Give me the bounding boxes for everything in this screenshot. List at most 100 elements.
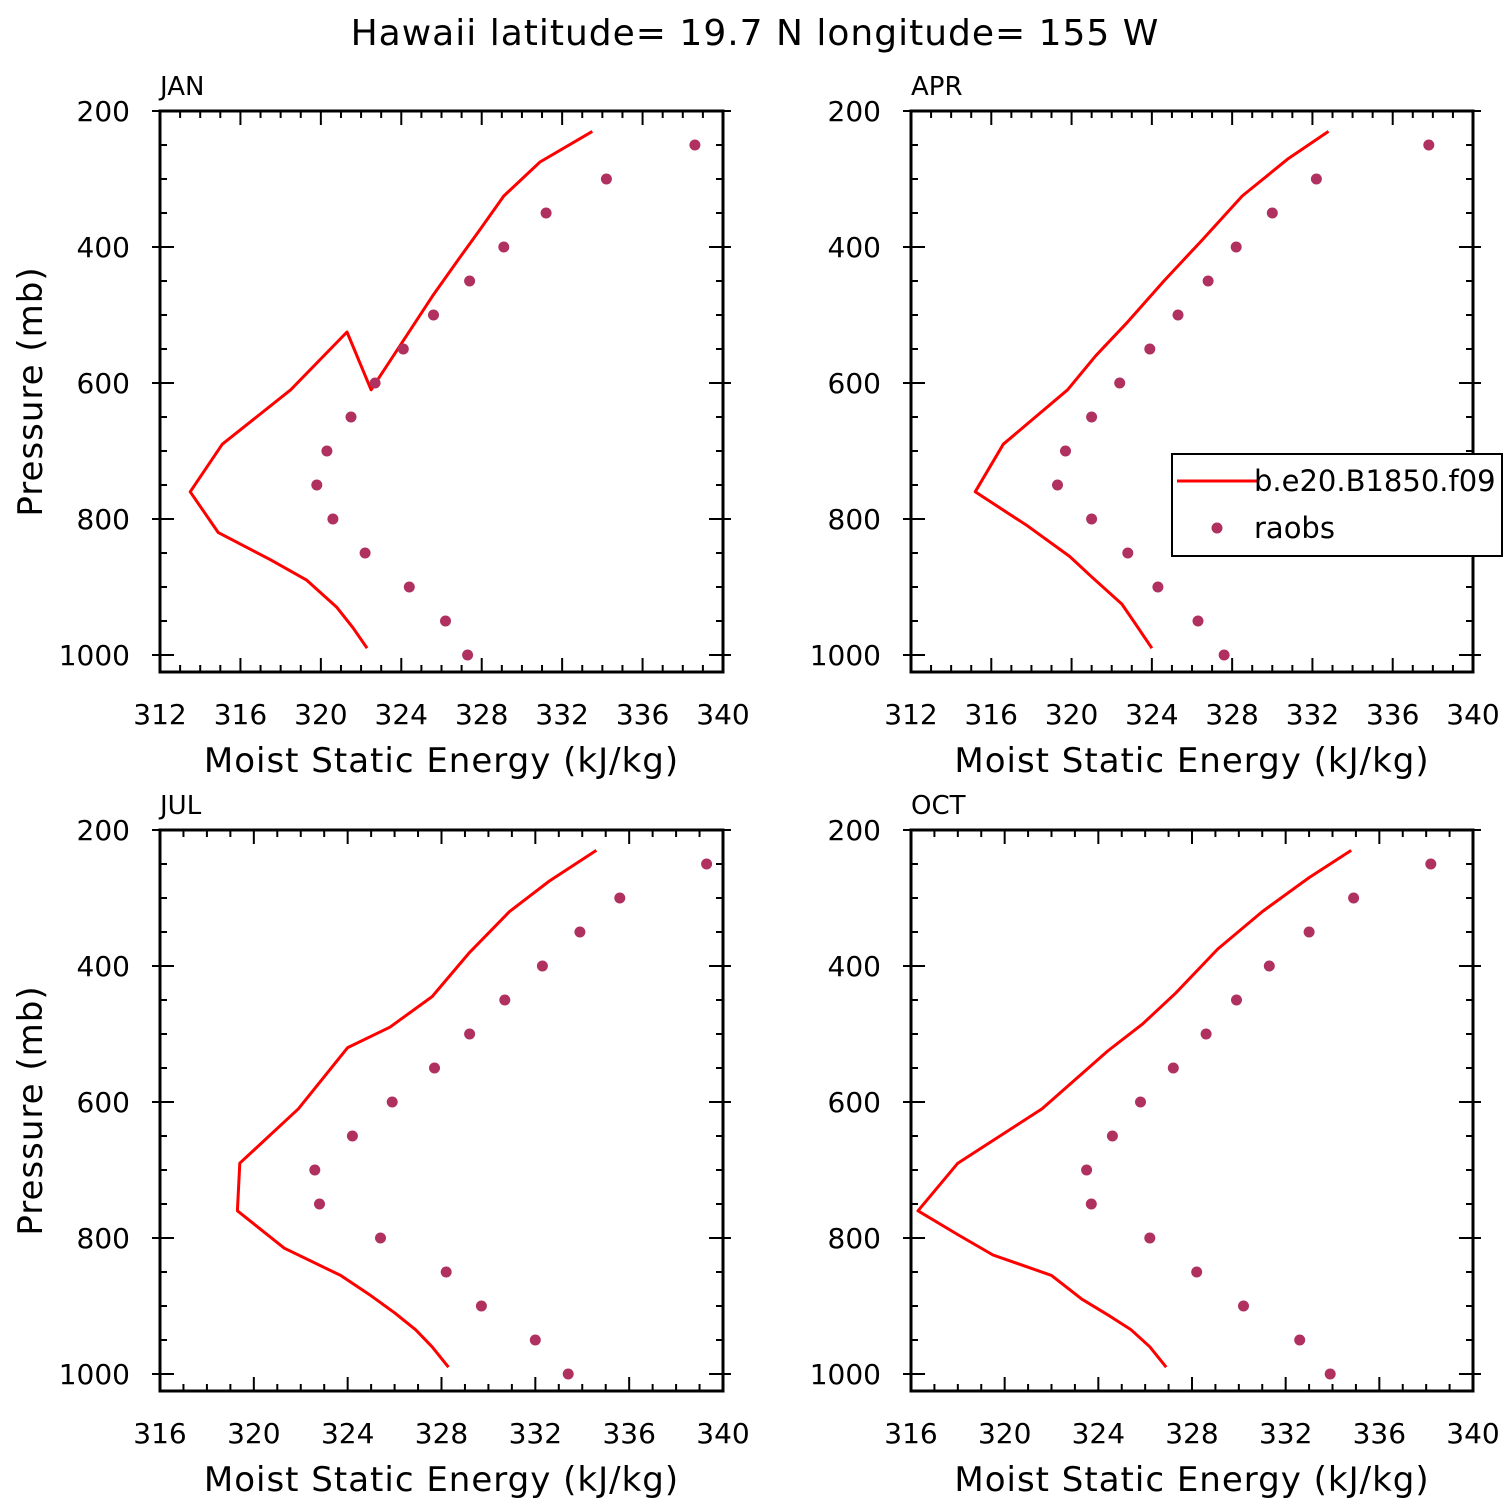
x-tick-label: 316 (214, 698, 267, 731)
y-tick-label: 400 (828, 231, 881, 264)
raobs-point (600, 173, 612, 185)
raobs-point (429, 1062, 440, 1074)
model-profile-line (973, 130, 1330, 650)
x-axis-label: Moist Static Energy (kJ/kg) (954, 1460, 1429, 1500)
legend-box (1171, 453, 1503, 557)
x-tick-label: 328 (455, 698, 508, 731)
x-tick-label: 328 (415, 1417, 468, 1450)
panel-label: JAN (158, 72, 204, 102)
raobs-point (462, 649, 474, 661)
y-tick-label: 400 (77, 231, 130, 264)
x-tick-label: 312 (133, 698, 186, 731)
raobs-point (1200, 1028, 1212, 1040)
raobs-point (1310, 173, 1322, 185)
chart-panel-jan: JAN 312 316 320 324 328 332 336 340 200 400 600 800 1… (11, 72, 750, 781)
x-tick-label: 324 (321, 1417, 374, 1450)
raobs-point (375, 1232, 386, 1244)
x-tick-label: 320 (1045, 698, 1098, 731)
y-tick-label: 800 (828, 1222, 881, 1255)
y-tick-label: 600 (828, 367, 881, 400)
raobs-point (428, 309, 439, 321)
x-tick-label: 316 (965, 698, 1018, 731)
chart-panel-apr: APR 312 316 320 324 328 332 336 340 200 400 600 800 1… (810, 72, 1500, 781)
x-tick-label: 332 (1286, 698, 1339, 731)
x-tick-label: 320 (978, 1417, 1031, 1450)
raobs-point (574, 926, 586, 938)
raobs-point (314, 1198, 325, 1210)
raobs-point (1052, 479, 1063, 491)
y-tick-label: 600 (77, 367, 130, 400)
legend-marker-swatch (1211, 522, 1223, 534)
figure-title: Hawaii latitude= 19.7 N longitude= 155 W (351, 13, 1160, 54)
x-tick-label: 316 (133, 1417, 186, 1450)
model-profile-line (188, 130, 594, 650)
raobs-point (403, 581, 415, 593)
raobs-point (1348, 892, 1360, 904)
y-axis-label: Pressure (mb) (11, 985, 51, 1235)
x-tick-label: 328 (1205, 698, 1258, 731)
x-tick-label: 312 (884, 698, 937, 731)
raobs-point (1135, 1096, 1146, 1108)
chart-panel-jul: JUL 316 320 324 328 332 336 340 200 400 600 800 1000… (11, 791, 750, 1500)
y-tick-label: 200 (828, 95, 881, 128)
raobs-point (1231, 994, 1242, 1006)
y-tick-label: 200 (77, 814, 130, 847)
y-axis-label: Pressure (mb) (11, 266, 51, 516)
chart-panel-oct: OCT 316 320 324 328 332 336 340 200 400 600 800 1000… (810, 791, 1500, 1500)
y-tick-label: 1000 (59, 639, 130, 672)
x-tick-label: 324 (1072, 1417, 1125, 1450)
raobs-point (499, 994, 511, 1006)
raobs-point (1303, 926, 1315, 938)
y-tick-label: 800 (77, 1222, 130, 1255)
raobs-point (1423, 139, 1435, 151)
raobs-point (464, 275, 476, 287)
raobs-point (1425, 858, 1437, 870)
raobs-point (1114, 377, 1126, 389)
raobs-point (1218, 649, 1230, 661)
x-axis-label: Moist Static Energy (kJ/kg) (204, 741, 679, 781)
y-tick-label: 800 (77, 503, 130, 536)
raobs-point (1086, 411, 1098, 423)
raobs-point (1167, 1062, 1179, 1074)
raobs-point (562, 1368, 574, 1380)
y-tick-label: 400 (77, 950, 130, 983)
x-tick-label: 336 (616, 698, 669, 731)
raobs-point (1144, 343, 1156, 355)
x-tick-label: 332 (509, 1417, 562, 1450)
x-tick-label: 328 (1165, 1417, 1218, 1450)
raobs-point (498, 241, 510, 253)
raobs-point (1230, 241, 1242, 253)
x-tick-label: 316 (884, 1417, 937, 1450)
raobs-point (1294, 1334, 1306, 1346)
raobs-point (464, 1028, 476, 1040)
legend-model-label: b.e20.B1850.f09 (1254, 464, 1496, 498)
raobs-point (440, 1266, 452, 1278)
raobs-point (1152, 581, 1164, 593)
raobs-point (1324, 1368, 1336, 1380)
raobs-point (1238, 1300, 1249, 1312)
y-tick-label: 600 (828, 1086, 881, 1119)
raobs-point (1086, 513, 1098, 525)
y-tick-label: 800 (828, 503, 881, 536)
raobs-point (309, 1164, 321, 1176)
raobs-point (1122, 547, 1134, 559)
x-tick-label: 332 (1259, 1417, 1312, 1450)
raobs-point (614, 892, 626, 904)
raobs-point (321, 445, 333, 457)
y-tick-label: 200 (828, 814, 881, 847)
x-axis-label: Moist Static Energy (kJ/kg) (204, 1460, 679, 1500)
raobs-point (1191, 1266, 1203, 1278)
x-tick-label: 340 (1446, 698, 1499, 731)
y-tick-label: 1000 (810, 639, 881, 672)
raobs-point (1144, 1232, 1156, 1244)
raobs-point (1106, 1130, 1118, 1142)
x-tick-label: 320 (227, 1417, 280, 1450)
y-tick-label: 200 (77, 95, 130, 128)
raobs-point (1060, 445, 1071, 457)
raobs-point (1202, 275, 1214, 287)
legend: b.e20.B1850.f09 raobs (1171, 453, 1503, 557)
x-tick-label: 324 (1125, 698, 1178, 731)
raobs-point (345, 411, 357, 423)
raobs-point (1263, 960, 1275, 972)
